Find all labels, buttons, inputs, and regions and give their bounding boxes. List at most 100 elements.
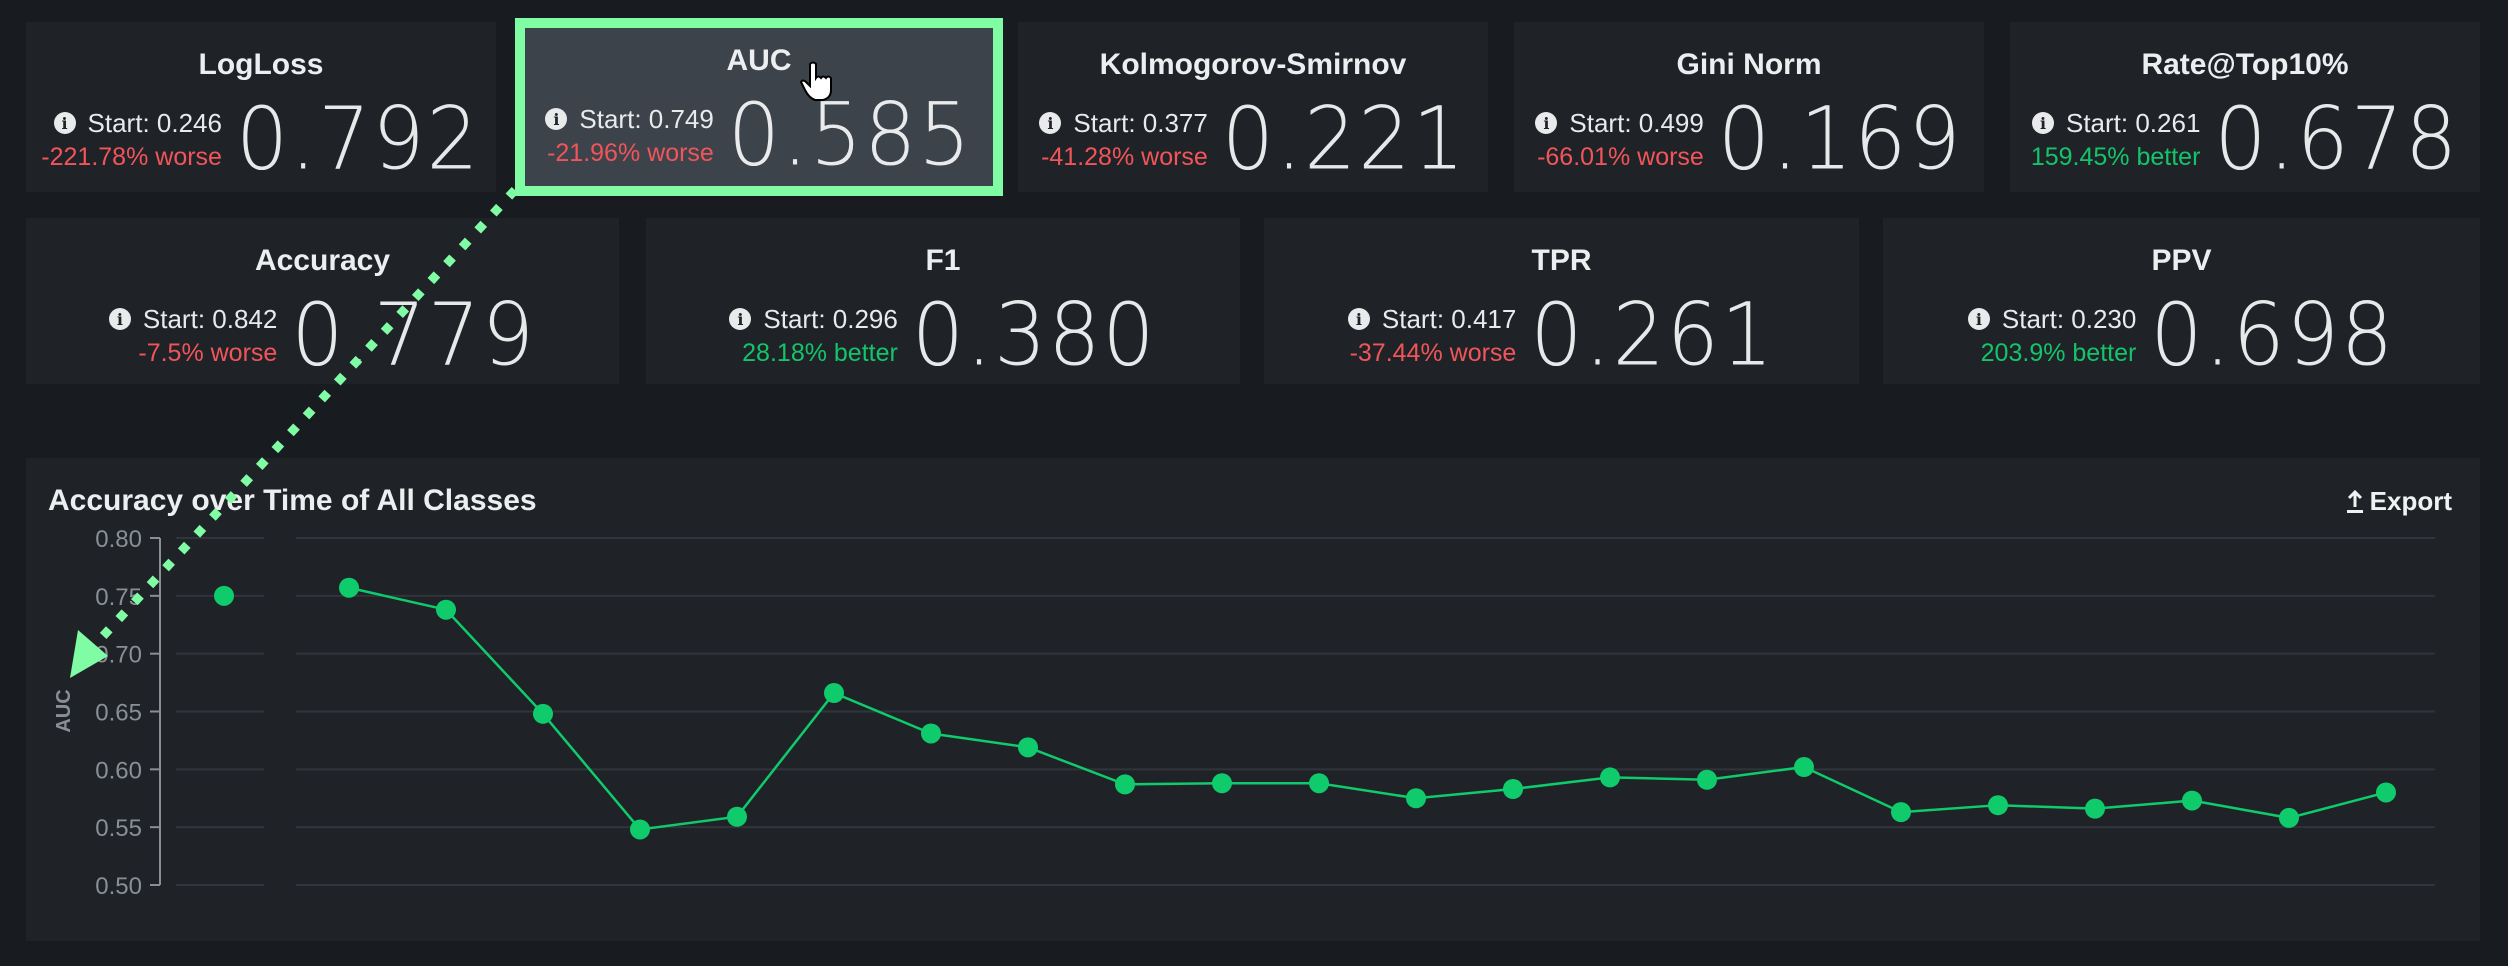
metric-title: F1 <box>925 244 961 277</box>
metric-title: Gini Norm <box>1676 48 1822 81</box>
chart-panel: 0.80 0.75 0.70 0.65 0.60 0.55 0.50 AUC Accuracy… <box>26 458 2480 941</box>
metric-card-logloss[interactable]: LogLoss i Start: 0.246 -221.78% worse 0.… <box>26 22 496 192</box>
metric-body: i Start: 0.749 -21.96% worse 0.585 <box>525 86 993 185</box>
metric-card-rate-top10[interactable]: Rate@Top10% i Start: 0.261 159.45% bette… <box>2010 22 2480 192</box>
upload-icon <box>2346 489 2363 513</box>
info-icon[interactable]: i <box>53 112 76 134</box>
metric-start: i Start: 0.296 <box>729 303 898 335</box>
metric-value: 0.221 <box>1221 89 1467 190</box>
info-icon[interactable]: i <box>545 108 568 130</box>
start-value: Start: 0.499 <box>1569 107 1704 138</box>
info-icon[interactable]: i <box>108 308 131 330</box>
y-tick-label: 0.50 <box>95 873 142 900</box>
data-point <box>824 682 844 703</box>
metric-delta: -66.01% worse <box>1537 142 1704 171</box>
start-value: Start: 0.261 <box>2065 107 2201 138</box>
data-point <box>1503 778 1523 799</box>
metric-body: i Start: 0.296 28.18% better 0.380 <box>646 285 1240 386</box>
series-line <box>348 586 2387 831</box>
metric-delta: -41.28% worse <box>1041 142 1208 171</box>
metric-start-block: i Start: 0.749 -21.96% worse <box>545 104 714 168</box>
export-button[interactable]: Export <box>2346 486 2452 517</box>
info-icon[interactable]: i <box>1535 112 1558 134</box>
data-point <box>2279 807 2299 828</box>
metric-value: 0.169 <box>1717 89 1963 190</box>
y-tick-label: 0.70 <box>95 642 142 669</box>
info-icon[interactable]: i <box>1039 112 1062 134</box>
metric-body: i Start: 0.499 -66.01% worse 0.169 <box>1514 89 1984 190</box>
metric-start-block: i Start: 0.499 -66.01% worse <box>1535 107 1704 172</box>
start-value: Start: 0.417 <box>1381 303 1517 334</box>
start-point <box>214 585 234 606</box>
metric-card-gini-norm[interactable]: Gini Norm i Start: 0.499 -66.01% worse 0… <box>1514 22 1984 192</box>
metric-value: 0.792 <box>235 89 481 190</box>
info-icon[interactable]: i <box>1967 308 1990 330</box>
info-icon[interactable]: i <box>729 308 752 330</box>
metric-title: PPV <box>2151 244 2212 277</box>
chart-title: Accuracy over Time of All Classes <box>48 484 537 517</box>
accuracy-over-time-chart: 0.80 0.75 0.70 0.65 0.60 0.55 0.50 AUC <box>53 526 2435 900</box>
metric-start: i Start: 0.749 <box>545 104 714 135</box>
metric-start-block: i Start: 0.246 -221.78% worse <box>41 108 222 172</box>
metric-card-auc[interactable]: AUC i Start: 0.749 -21.96% worse 0.585 <box>515 18 1003 196</box>
data-point <box>2085 798 2105 819</box>
data-point <box>1697 769 1717 790</box>
metric-body: i Start: 0.417 -37.44% worse 0.261 <box>1264 285 1859 386</box>
metric-body: i Start: 0.377 -41.28% worse 0.221 <box>1018 89 1488 190</box>
metric-delta: -7.5% worse <box>138 338 278 367</box>
data-point <box>921 723 941 744</box>
metric-value: 0.678 <box>2214 89 2460 190</box>
data-point <box>2376 782 2396 803</box>
data-point <box>339 577 359 598</box>
data-point <box>2182 790 2202 811</box>
metric-card-tpr[interactable]: TPR i Start: 0.417 -37.44% worse 0.261 <box>1264 218 1859 386</box>
metric-title: AUC <box>726 44 792 77</box>
metric-body: i Start: 0.842 -7.5% worse 0.779 <box>26 285 619 386</box>
metric-card-accuracy[interactable]: Accuracy i Start: 0.842 -7.5% worse 0.77… <box>26 218 619 386</box>
metric-title: Kolmogorov-Smirnov <box>1099 48 1407 81</box>
metric-delta: -37.44% worse <box>1349 338 1517 367</box>
metric-delta: 28.18% better <box>742 338 898 367</box>
metric-card-ppv[interactable]: PPV i Start: 0.230 203.9% better 0.698 <box>1883 218 2480 386</box>
info-icon[interactable]: i <box>2031 112 2054 134</box>
metric-start-block: i Start: 0.230 203.9% better <box>1967 304 2137 368</box>
start-value: Start: 0.296 <box>763 303 898 334</box>
metric-start: i Start: 0.230 <box>1967 304 2136 335</box>
data-point <box>436 599 456 620</box>
metric-start-block: i Start: 0.377 -41.28% worse <box>1039 108 1208 172</box>
data-point <box>1309 773 1329 794</box>
metric-start-block: i Start: 0.842 -7.5% worse <box>108 304 278 368</box>
y-tick-label: 0.75 <box>95 584 142 611</box>
metric-start-block: i Start: 0.296 28.18% better <box>729 303 898 368</box>
metric-value: 0.380 <box>911 285 1157 386</box>
data-point <box>1891 802 1911 823</box>
metric-card-kolmogorov-smirnov[interactable]: Kolmogorov-Smirnov i Start: 0.377 -41.28… <box>1018 22 1488 192</box>
metric-value: 0.698 <box>2150 285 2396 386</box>
metric-delta: 203.9% better <box>1980 338 2137 367</box>
info-icon[interactable]: i <box>1347 308 1370 330</box>
metric-title: Accuracy <box>254 244 391 277</box>
metric-value: 0.779 <box>291 285 537 386</box>
y-tick-label: 0.80 <box>95 526 142 553</box>
data-point <box>533 703 553 724</box>
metric-delta: -221.78% worse <box>41 142 222 171</box>
metric-value: 0.261 <box>1530 285 1776 386</box>
data-point <box>630 819 650 840</box>
data-point <box>1600 767 1620 788</box>
metric-body: i Start: 0.246 -221.78% worse 0.792 <box>26 89 496 190</box>
metric-body: i Start: 0.230 203.9% better 0.698 <box>1883 285 2480 386</box>
export-label: Export <box>2369 486 2452 516</box>
data-point <box>1212 773 1232 794</box>
metric-start-block: i Start: 0.417 -37.44% worse <box>1347 303 1517 368</box>
y-tick-label: 0.55 <box>95 815 142 842</box>
metric-delta: 159.45% better <box>2030 142 2201 171</box>
metric-start: i Start: 0.377 <box>1039 108 1208 139</box>
metric-card-f1[interactable]: F1 i Start: 0.296 28.18% better 0.380 <box>646 218 1240 386</box>
data-point <box>1794 757 1814 778</box>
metric-start: i Start: 0.499 <box>1535 107 1704 139</box>
metric-start: i Start: 0.842 <box>108 304 277 335</box>
metric-title: Rate@Top10% <box>2141 48 2349 81</box>
metric-delta: -21.96% worse <box>547 138 714 167</box>
metric-title: TPR <box>1531 244 1592 277</box>
y-tick-label: 0.60 <box>95 757 142 784</box>
